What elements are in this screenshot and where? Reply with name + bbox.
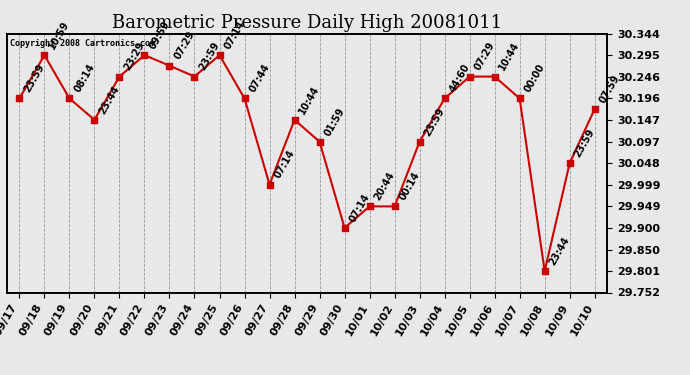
- Text: 23:44: 23:44: [97, 84, 121, 116]
- Text: 44:60: 44:60: [447, 62, 471, 94]
- Point: [64, 95, 75, 101]
- Text: 23:59: 23:59: [197, 40, 221, 72]
- Point: [589, 106, 600, 112]
- Text: 07:14: 07:14: [273, 148, 297, 180]
- Text: Copyright 2008 Cartronics.com: Copyright 2008 Cartronics.com: [10, 39, 155, 48]
- Point: [414, 139, 425, 145]
- Point: [539, 268, 550, 274]
- Text: 23:59: 23:59: [422, 106, 446, 138]
- Title: Barometric Pressure Daily High 20081011: Barometric Pressure Daily High 20081011: [112, 14, 502, 32]
- Point: [314, 139, 325, 145]
- Point: [164, 63, 175, 69]
- Point: [89, 117, 100, 123]
- Text: 20:44: 20:44: [373, 170, 397, 202]
- Point: [364, 203, 375, 209]
- Text: 00:14: 00:14: [397, 170, 422, 202]
- Point: [114, 74, 125, 80]
- Text: 09:59: 09:59: [147, 19, 171, 51]
- Text: 07:14: 07:14: [347, 192, 371, 224]
- Point: [39, 52, 50, 58]
- Point: [14, 95, 25, 101]
- Text: 10:44: 10:44: [297, 84, 322, 116]
- Point: [389, 203, 400, 209]
- Text: 23:59: 23:59: [22, 62, 46, 94]
- Text: 07:29: 07:29: [172, 30, 197, 62]
- Point: [489, 74, 500, 80]
- Text: 07:29: 07:29: [473, 40, 497, 72]
- Text: 08:14: 08:14: [72, 62, 97, 94]
- Point: [264, 182, 275, 188]
- Text: 10:44: 10:44: [497, 40, 522, 72]
- Point: [239, 95, 250, 101]
- Point: [139, 52, 150, 58]
- Text: 00:00: 00:00: [522, 62, 546, 94]
- Text: 23:29: 23:29: [122, 40, 146, 72]
- Text: 07:14: 07:14: [222, 19, 246, 51]
- Point: [439, 95, 450, 101]
- Text: 10:59: 10:59: [47, 19, 71, 51]
- Point: [464, 74, 475, 80]
- Text: 07:59: 07:59: [598, 73, 622, 105]
- Text: 07:44: 07:44: [247, 62, 271, 94]
- Point: [214, 52, 225, 58]
- Point: [514, 95, 525, 101]
- Text: 23:44: 23:44: [547, 235, 571, 267]
- Point: [564, 160, 575, 166]
- Point: [189, 74, 200, 80]
- Text: 23:59: 23:59: [573, 127, 597, 159]
- Point: [339, 225, 350, 231]
- Text: 01:59: 01:59: [322, 106, 346, 138]
- Point: [289, 117, 300, 123]
